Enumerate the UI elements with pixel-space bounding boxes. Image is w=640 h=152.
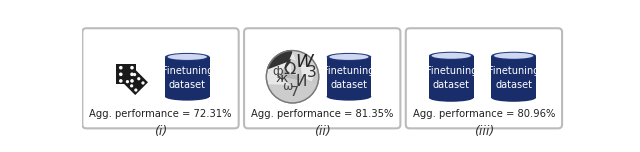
- Ellipse shape: [492, 94, 536, 102]
- Polygon shape: [268, 51, 292, 69]
- Polygon shape: [492, 56, 536, 98]
- Text: И: И: [296, 74, 307, 90]
- Ellipse shape: [429, 94, 474, 102]
- Polygon shape: [165, 57, 210, 97]
- Text: (i): (i): [154, 125, 167, 138]
- Polygon shape: [122, 70, 148, 95]
- Polygon shape: [429, 56, 474, 98]
- Ellipse shape: [429, 52, 474, 60]
- Ellipse shape: [134, 88, 138, 92]
- Ellipse shape: [326, 53, 371, 61]
- Ellipse shape: [119, 79, 123, 83]
- Ellipse shape: [326, 93, 371, 101]
- Ellipse shape: [130, 66, 134, 69]
- Polygon shape: [291, 51, 317, 75]
- FancyBboxPatch shape: [83, 28, 239, 128]
- Text: 3: 3: [307, 65, 316, 80]
- Ellipse shape: [126, 80, 129, 83]
- Text: Finetuning
dataset: Finetuning dataset: [323, 66, 374, 90]
- Ellipse shape: [119, 73, 123, 76]
- Polygon shape: [326, 57, 371, 97]
- Text: Agg. performance = 80.96%: Agg. performance = 80.96%: [413, 109, 555, 119]
- Ellipse shape: [130, 73, 134, 76]
- Ellipse shape: [494, 53, 533, 59]
- Polygon shape: [296, 69, 319, 86]
- Text: 7: 7: [290, 85, 299, 99]
- Text: Finetuning
dataset: Finetuning dataset: [161, 66, 213, 90]
- Ellipse shape: [130, 84, 133, 88]
- Text: ф: ф: [273, 64, 284, 78]
- FancyBboxPatch shape: [406, 28, 562, 128]
- Ellipse shape: [130, 79, 134, 83]
- Text: Agg. performance = 81.35%: Agg. performance = 81.35%: [251, 109, 394, 119]
- Text: ж: ж: [276, 72, 288, 85]
- Ellipse shape: [165, 53, 210, 61]
- Text: (iii): (iii): [474, 125, 494, 138]
- Ellipse shape: [492, 52, 536, 60]
- Text: Ω: Ω: [283, 62, 296, 77]
- Ellipse shape: [137, 77, 140, 80]
- Ellipse shape: [266, 51, 319, 103]
- Text: W: W: [296, 53, 313, 71]
- Ellipse shape: [168, 54, 207, 60]
- FancyBboxPatch shape: [244, 28, 401, 128]
- Ellipse shape: [141, 81, 145, 85]
- Text: ω: ω: [282, 80, 292, 93]
- Text: Finetuning
dataset: Finetuning dataset: [426, 66, 477, 90]
- Ellipse shape: [330, 54, 369, 60]
- Ellipse shape: [119, 66, 123, 69]
- Text: (ii): (ii): [314, 125, 331, 138]
- Text: Agg. performance = 72.31%: Agg. performance = 72.31%: [89, 109, 232, 119]
- Polygon shape: [116, 64, 136, 84]
- Polygon shape: [268, 77, 317, 103]
- Ellipse shape: [431, 53, 471, 59]
- Ellipse shape: [133, 73, 136, 76]
- Ellipse shape: [165, 93, 210, 101]
- Text: Finetuning
dataset: Finetuning dataset: [488, 66, 540, 90]
- Polygon shape: [280, 69, 300, 86]
